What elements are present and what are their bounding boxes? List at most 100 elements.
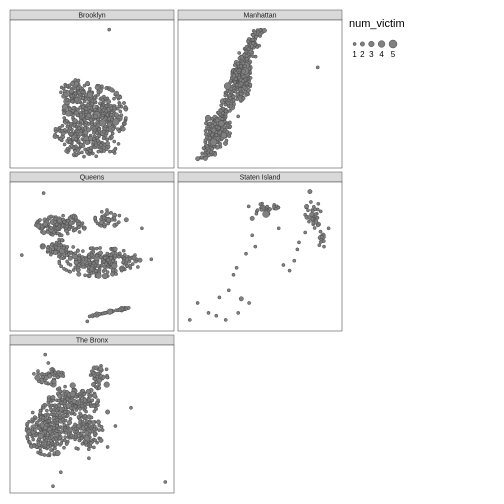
data-point xyxy=(78,257,81,260)
data-point xyxy=(98,367,102,371)
data-point xyxy=(277,227,280,230)
data-point xyxy=(35,421,38,424)
data-point xyxy=(136,265,139,268)
data-point xyxy=(74,216,77,219)
data-point xyxy=(135,258,138,261)
data-point xyxy=(83,393,86,396)
data-point xyxy=(124,218,128,222)
data-point xyxy=(319,230,322,233)
data-point xyxy=(54,133,57,136)
data-point xyxy=(98,251,102,255)
data-point xyxy=(97,264,100,267)
data-point xyxy=(97,90,100,93)
data-point xyxy=(31,411,34,414)
data-point xyxy=(81,109,84,112)
data-point xyxy=(263,211,270,218)
data-point xyxy=(74,427,77,430)
data-point xyxy=(58,387,61,390)
data-point xyxy=(33,416,36,419)
data-point xyxy=(211,133,214,136)
data-point xyxy=(219,142,222,145)
data-point xyxy=(204,133,207,136)
data-point xyxy=(241,79,244,82)
data-point xyxy=(76,220,79,223)
data-point xyxy=(252,42,255,45)
data-point xyxy=(90,404,93,407)
data-point xyxy=(51,485,54,488)
data-point xyxy=(78,127,81,130)
data-point xyxy=(94,269,97,272)
legend-title: num_victim xyxy=(349,18,405,30)
data-point xyxy=(62,214,65,217)
data-point xyxy=(107,309,113,315)
data-point xyxy=(110,107,113,110)
data-point xyxy=(203,156,207,160)
data-point xyxy=(58,394,62,398)
data-point xyxy=(84,131,88,135)
data-point xyxy=(44,353,47,356)
data-point xyxy=(78,254,81,257)
data-point xyxy=(118,214,121,217)
data-point xyxy=(77,415,80,418)
data-point xyxy=(98,128,101,131)
data-point xyxy=(322,240,325,243)
data-point xyxy=(81,97,84,100)
data-point xyxy=(62,267,65,270)
data-point xyxy=(242,97,245,100)
data-point xyxy=(217,111,220,114)
data-point xyxy=(55,246,58,249)
data-point xyxy=(215,133,218,136)
data-point xyxy=(101,116,104,119)
data-point xyxy=(204,129,207,132)
data-point xyxy=(111,132,114,135)
data-point xyxy=(79,123,82,126)
data-point xyxy=(50,215,53,218)
data-point xyxy=(37,441,40,444)
data-point xyxy=(41,442,44,445)
data-point xyxy=(86,403,89,406)
data-point xyxy=(102,137,105,140)
data-point xyxy=(317,202,320,205)
data-point xyxy=(258,33,261,36)
data-point xyxy=(225,139,228,142)
data-point xyxy=(62,446,65,449)
data-point xyxy=(38,218,41,221)
data-point xyxy=(60,265,63,268)
data-point xyxy=(111,259,114,262)
data-point xyxy=(70,383,76,389)
data-point xyxy=(112,97,115,100)
data-point xyxy=(74,252,77,255)
facet-manhattan: Manhattan xyxy=(178,10,342,168)
data-point xyxy=(93,428,96,431)
data-point xyxy=(66,398,69,401)
data-point xyxy=(239,92,242,95)
data-point xyxy=(56,227,59,230)
data-point xyxy=(78,412,81,415)
data-point xyxy=(28,433,31,436)
data-point xyxy=(28,441,31,444)
facet-panel xyxy=(178,20,342,168)
data-point xyxy=(129,406,132,409)
data-point xyxy=(245,57,248,60)
data-point xyxy=(69,417,72,420)
data-point xyxy=(97,378,101,382)
data-point xyxy=(43,222,47,226)
data-point xyxy=(98,383,101,386)
data-point xyxy=(87,92,93,98)
data-point xyxy=(84,126,87,129)
data-point xyxy=(99,438,103,442)
data-point xyxy=(56,376,59,379)
data-point xyxy=(262,28,266,32)
data-point xyxy=(322,245,325,248)
facet-queens: Queens xyxy=(10,172,174,331)
data-point xyxy=(55,424,58,427)
data-point xyxy=(97,93,100,96)
data-point xyxy=(238,88,241,91)
data-point xyxy=(99,246,102,249)
data-point xyxy=(35,375,41,381)
data-point xyxy=(118,308,121,311)
data-point xyxy=(90,119,93,122)
data-point xyxy=(100,210,103,213)
data-point xyxy=(64,436,67,439)
data-point xyxy=(79,407,82,410)
